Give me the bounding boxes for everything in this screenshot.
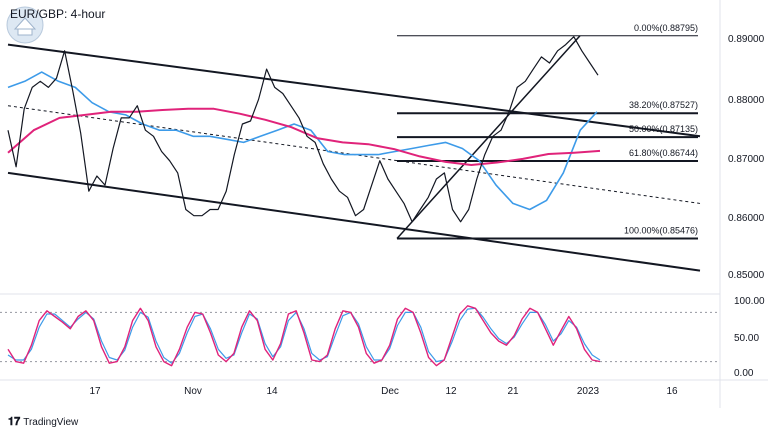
tradingview-logo[interactable]: 𝟏𝟕 TradingView [8, 416, 78, 429]
oscillator-signal-line [7, 307, 601, 364]
time-tick-label: 21 [507, 386, 519, 397]
fib-trend-line [396, 35, 581, 240]
price-line [7, 36, 599, 223]
time-tick-label: 12 [445, 386, 457, 397]
axes: 0.89000 0.88000 0.87000 0.86000 0.85000 100.0… [0, 0, 768, 408]
fib-level-label: 50.00%(0.87135) [629, 124, 698, 134]
price-tick-label: 0.89000 [728, 34, 765, 45]
channel-upper-line [7, 43, 701, 138]
time-tick-label: 2023 [577, 386, 600, 397]
channel-lower-line [7, 171, 701, 272]
fib-level-label: 61.80%(0.86744) [629, 148, 698, 158]
oscillator-tick-label: 100.00 [734, 296, 765, 307]
oscillator-main-line [7, 305, 601, 367]
fib-level-label: 100.00%(0.85476) [624, 225, 698, 235]
price-plot: 0.00%(0.88795) 38.20%(0.87527) 50.00%(0.87… [7, 23, 701, 272]
fib-level-label: 38.20%(0.87527) [629, 100, 698, 110]
fib-level-label: 0.00%(0.88795) [634, 23, 698, 33]
price-tick-label: 0.87000 [728, 154, 765, 165]
time-tick-label: Dec [381, 386, 399, 397]
price-tick-label: 0.88000 [728, 95, 765, 106]
watermark-logo [6, 6, 44, 44]
oscillator-plot [0, 305, 720, 367]
price-tick-label: 0.86000 [728, 213, 765, 224]
ma-fast-line [7, 71, 598, 211]
time-tick-label: 17 [89, 386, 101, 397]
brand-label: TradingView [23, 417, 79, 428]
time-tick-label: 14 [266, 386, 278, 397]
time-tick-label: 16 [666, 386, 678, 397]
time-tick-label: Nov [184, 386, 202, 397]
price-tick-label: 0.85000 [728, 270, 765, 281]
chart-title: EUR/GBP: 4-hour [10, 7, 106, 21]
oscillator-tick-label: 50.00 [734, 333, 759, 344]
oscillator-tick-label: 0.00 [734, 368, 754, 379]
ma-slow-line [7, 107, 601, 166]
tradingview-icon: 𝟏𝟕 [8, 416, 21, 428]
